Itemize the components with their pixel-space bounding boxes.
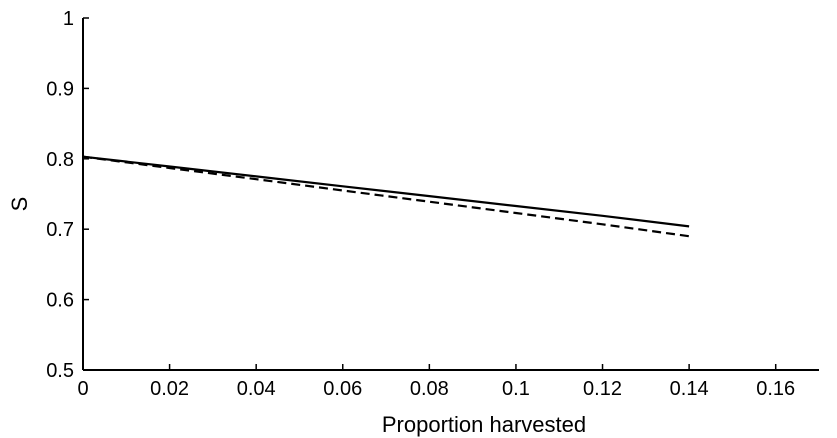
solid-series-line [82, 155, 690, 228]
y-axis-ticks: 0.5 0.6 0.7 0.8 0.9 1 [46, 8, 89, 382]
y-axis-title: S [7, 197, 32, 212]
x-tick-label: 0.04 [237, 378, 276, 400]
x-axis-title: Proportion harvested [382, 412, 586, 437]
y-tick-label: 0.8 [46, 149, 74, 171]
x-tick-label: 0.16 [756, 378, 795, 400]
x-tick-label: 0.12 [583, 378, 622, 400]
x-tick-label: 0.08 [410, 378, 449, 400]
axes [82, 18, 819, 371]
dashed-series-line [82, 155, 690, 238]
x-tick-label: 0 [77, 378, 88, 400]
x-axis-ticks: 0 0.02 0.04 0.06 0.08 0.1 0.12 0.14 0.16 [77, 364, 795, 400]
series-lines [82, 155, 690, 238]
y-tick-label: 0.9 [46, 78, 74, 100]
y-tick-label: 0.7 [46, 219, 74, 241]
x-tick-label: 0.14 [670, 378, 709, 400]
y-tick-label: 0.6 [46, 290, 74, 312]
y-tick-label: 0.5 [46, 360, 74, 382]
x-tick-label: 0.02 [150, 378, 189, 400]
x-tick-label: 0.1 [502, 378, 530, 400]
y-tick-label: 1 [63, 8, 74, 30]
x-tick-label: 0.06 [323, 378, 362, 400]
